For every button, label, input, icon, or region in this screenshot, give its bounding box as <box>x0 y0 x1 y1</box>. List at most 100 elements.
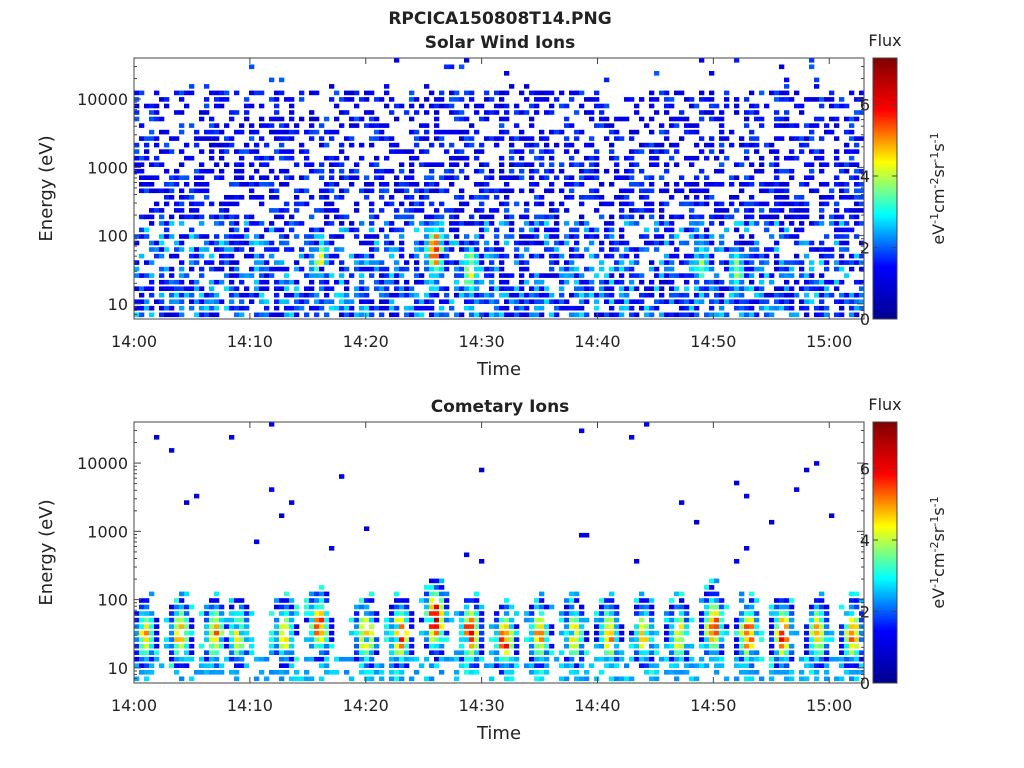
heatmap-cell <box>604 643 610 649</box>
heatmap-cell <box>354 312 360 318</box>
heatmap-cell <box>144 149 150 154</box>
heatmap-cell <box>144 676 150 682</box>
heatmap-cell <box>509 643 515 649</box>
heatmap-cell <box>139 630 145 636</box>
heatmap-cell <box>749 247 755 252</box>
heatmap-cell <box>279 643 285 649</box>
heatmap-cell <box>619 630 625 636</box>
heatmap-cell <box>784 227 790 233</box>
heatmap-cell <box>424 123 430 128</box>
heatmap-cell <box>544 630 550 636</box>
heatmap-cell <box>454 266 460 272</box>
heatmap-cell <box>734 630 740 636</box>
heatmap-cell <box>634 604 640 610</box>
heatmap-cell <box>274 292 280 298</box>
heatmap-cell <box>214 312 220 318</box>
heatmap-cell <box>499 637 505 642</box>
heatmap-cell <box>534 286 540 291</box>
heatmap-cell <box>304 286 310 291</box>
heatmap-cell <box>499 630 505 636</box>
heatmap-cell <box>664 90 670 96</box>
heatmap-cell <box>199 110 205 115</box>
heatmap-cell <box>214 598 220 603</box>
heatmap-cell <box>649 305 655 311</box>
heatmap-cell <box>429 227 435 233</box>
heatmap-cell <box>449 617 455 623</box>
heatmap-cell <box>659 142 665 148</box>
heatmap-cell <box>229 253 235 259</box>
heatmap-cell <box>844 247 850 252</box>
heatmap-cell <box>269 487 275 492</box>
heatmap-cell <box>209 604 215 610</box>
heatmap-cell <box>229 195 235 200</box>
heatmap-cell <box>314 234 320 239</box>
heatmap-cell <box>169 604 175 610</box>
y-tick-label: 1000 <box>87 158 128 177</box>
heatmap-cell <box>394 617 400 623</box>
heatmap-cell <box>464 305 470 311</box>
heatmap-cell <box>479 656 485 662</box>
heatmap-cell <box>299 90 305 96</box>
heatmap-cell <box>214 175 220 180</box>
heatmap-cell <box>744 155 750 161</box>
heatmap-cell <box>179 110 185 115</box>
heatmap-cell <box>629 643 635 649</box>
heatmap-cell <box>479 617 485 623</box>
heatmap-cell <box>209 240 215 246</box>
heatmap-cell <box>634 103 640 109</box>
heatmap-cell <box>684 227 690 233</box>
heatmap-cell <box>749 182 755 187</box>
heatmap-cell <box>499 136 505 141</box>
heatmap-cell <box>244 103 250 109</box>
heatmap-cell <box>479 201 485 207</box>
heatmap-cell <box>474 110 480 115</box>
heatmap-cell <box>439 617 445 623</box>
heatmap-cell <box>549 227 555 233</box>
heatmap-cell <box>164 103 170 109</box>
heatmap-cell <box>519 273 525 278</box>
heatmap-cell <box>649 188 655 194</box>
solar-wind-ions-panel: Solar Wind Ions 14:00 14:10 14:20 14:30 14:4… <box>36 31 948 380</box>
heatmap-cell <box>699 221 705 226</box>
heatmap-cell <box>234 168 240 174</box>
heatmap-cell <box>639 299 645 304</box>
heatmap-cell <box>589 142 595 148</box>
heatmap-cell <box>594 643 600 649</box>
heatmap-cell <box>544 214 550 220</box>
heatmap-cell <box>364 266 370 272</box>
heatmap-cell <box>734 266 740 272</box>
heatmap-cell <box>474 240 480 246</box>
heatmap-cell <box>399 234 405 239</box>
heatmap-cell <box>379 663 385 668</box>
heatmap-cell <box>784 617 790 623</box>
heatmap-cell <box>269 247 275 252</box>
heatmap-cell <box>239 279 245 285</box>
heatmap-cell <box>249 195 255 200</box>
heatmap-cell <box>299 175 305 180</box>
heatmap-cell <box>714 155 720 161</box>
heatmap-cell <box>634 247 640 252</box>
heatmap-cell <box>534 182 540 187</box>
heatmap-cell <box>684 611 690 616</box>
heatmap-cell <box>699 630 705 636</box>
heatmap-cell <box>424 279 430 285</box>
heatmap-cell <box>709 214 715 220</box>
heatmap-cell <box>444 630 450 636</box>
heatmap-cell <box>709 305 715 311</box>
heatmap-cell <box>524 663 530 668</box>
heatmap-cell <box>479 299 485 304</box>
heatmap-cell <box>809 299 815 304</box>
heatmap-cell <box>849 299 855 304</box>
heatmap-cell <box>504 670 510 675</box>
heatmap-cell <box>569 650 575 655</box>
heatmap-cell <box>424 611 430 616</box>
heatmap-cell <box>559 201 565 207</box>
heatmap-cell <box>449 221 455 226</box>
heatmap-cell <box>769 247 775 252</box>
heatmap-cell <box>159 97 165 102</box>
heatmap-cell <box>154 90 160 96</box>
heatmap-cell <box>804 208 810 213</box>
heatmap-cell <box>669 630 675 636</box>
heatmap-cell <box>149 214 155 220</box>
heatmap-cell <box>189 234 195 239</box>
